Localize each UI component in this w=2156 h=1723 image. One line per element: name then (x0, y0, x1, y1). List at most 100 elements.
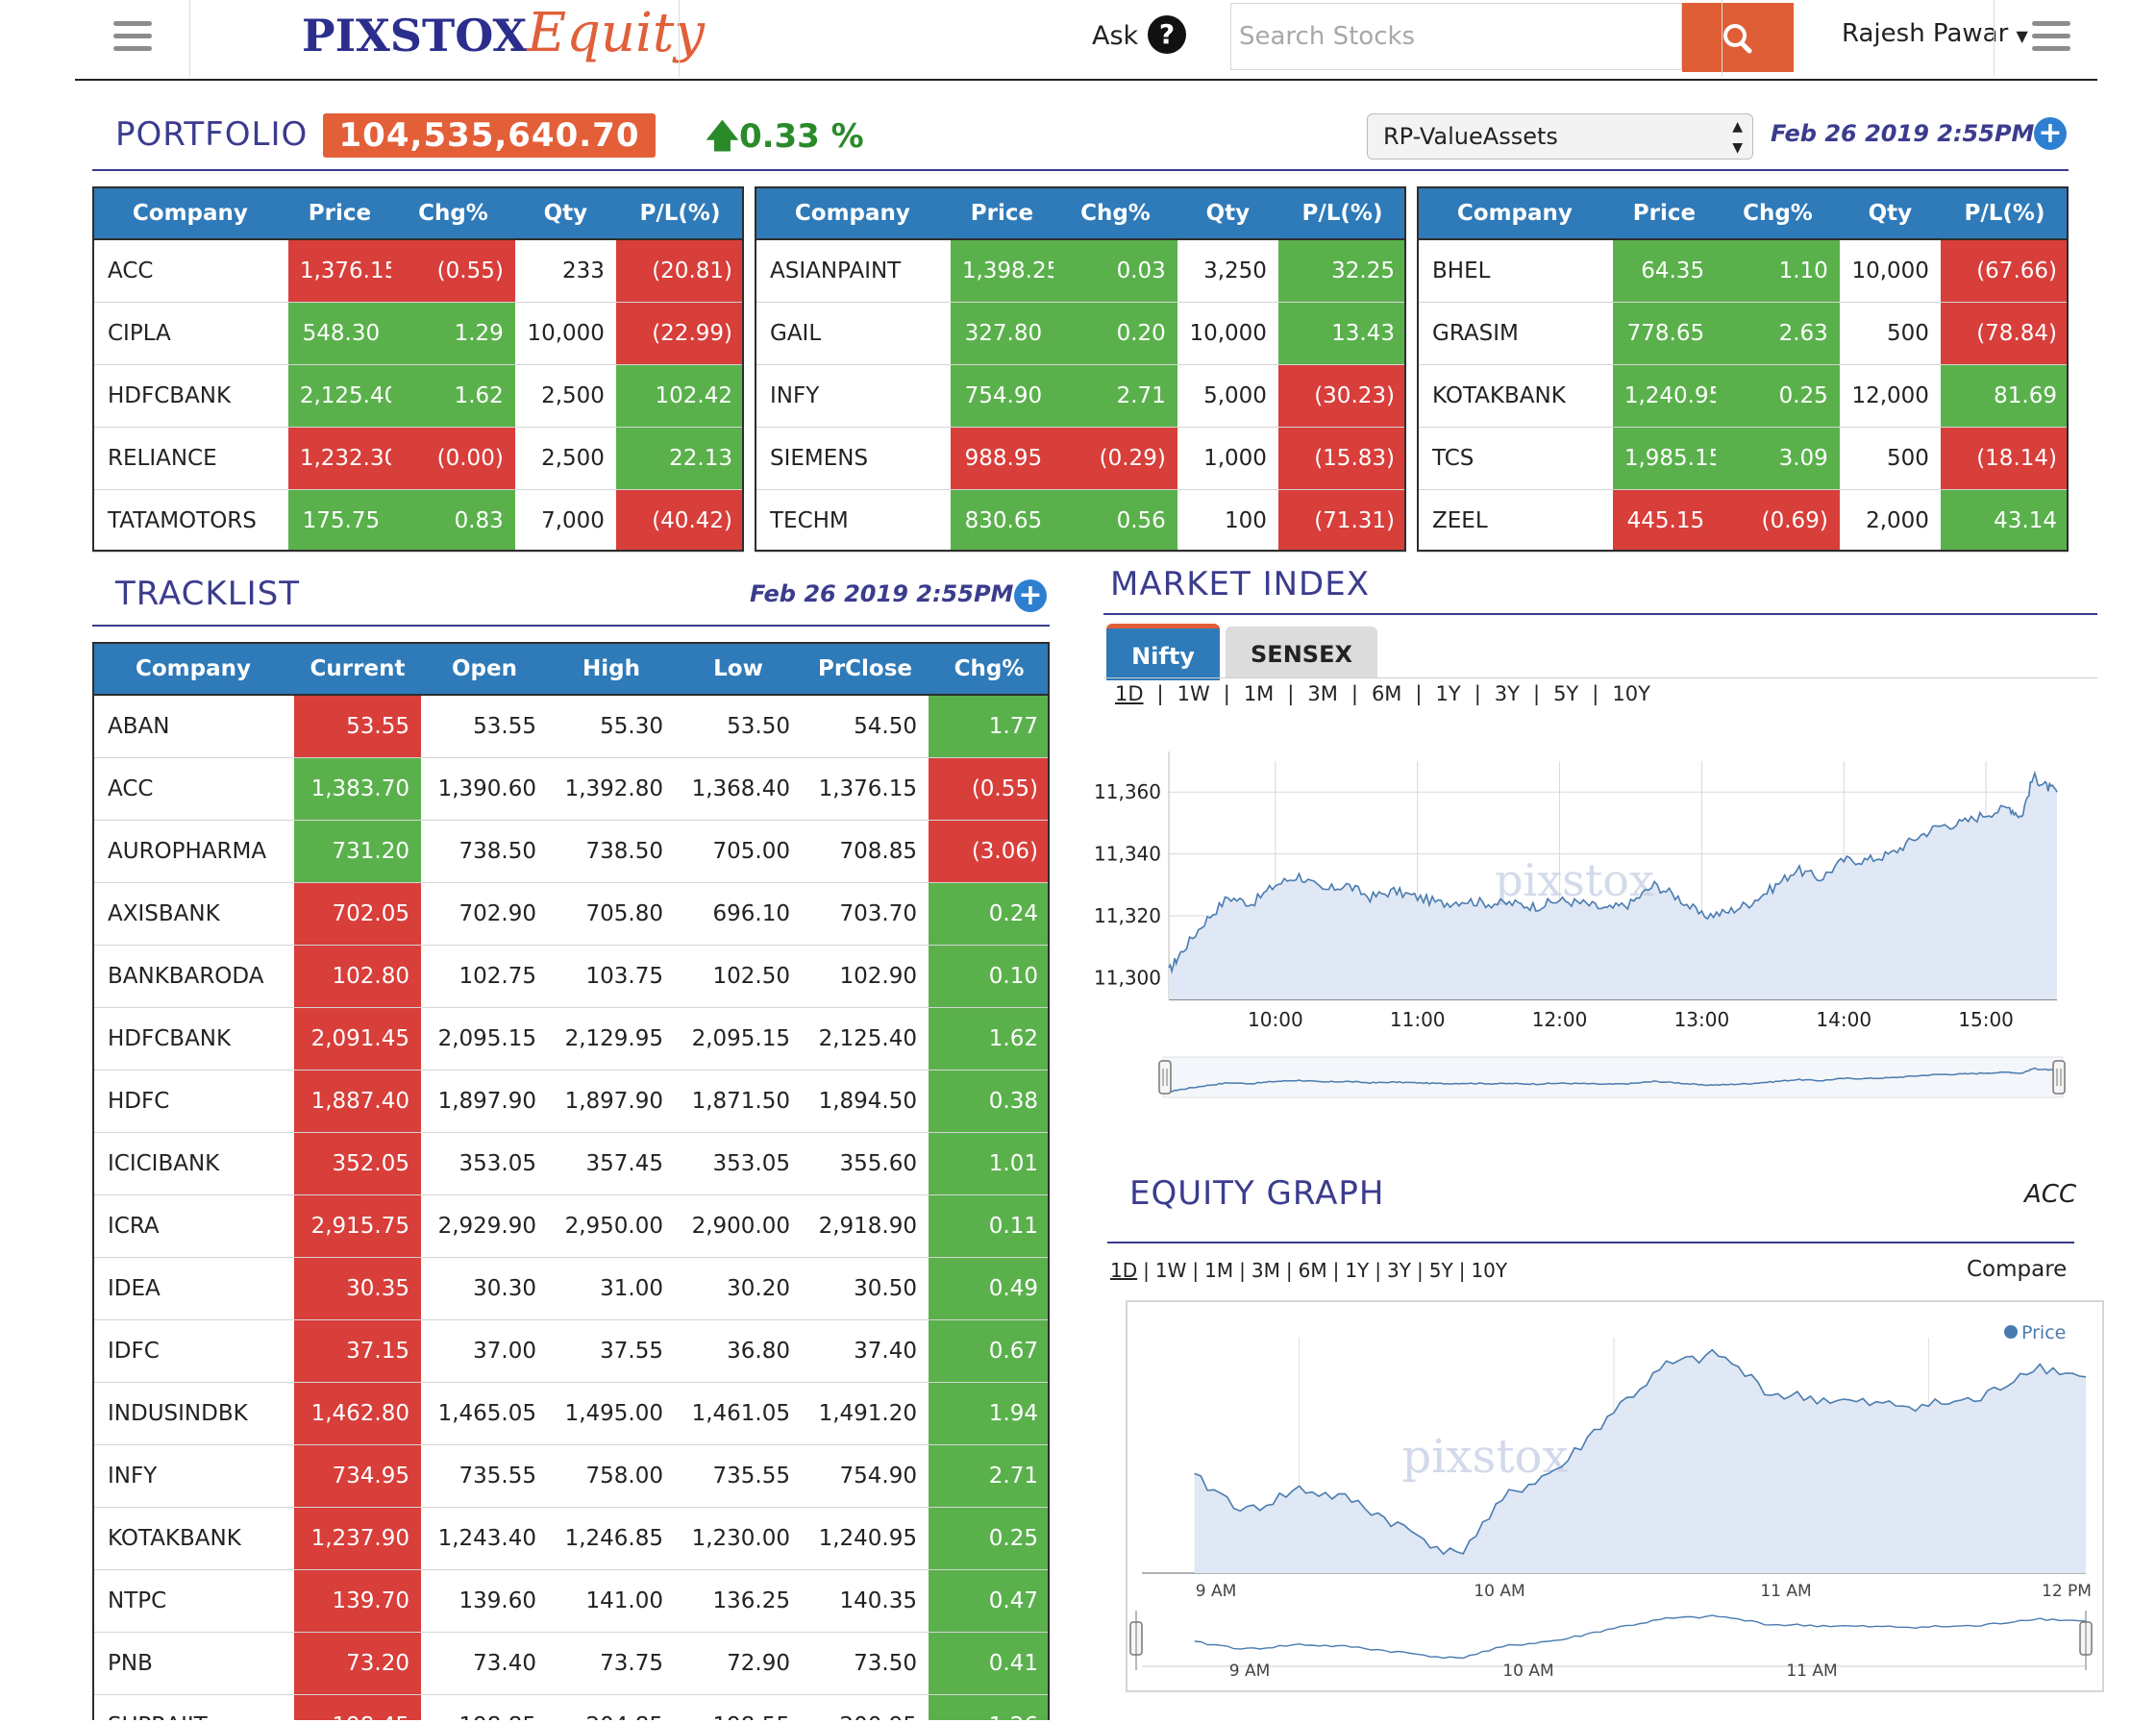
company-cell[interactable]: INFY (92, 1444, 294, 1508)
range-option-5y[interactable]: 5Y (1428, 1259, 1453, 1282)
company-cell[interactable]: GAIL (755, 302, 951, 365)
range-option-3m[interactable]: 3M (1251, 1259, 1280, 1282)
company-cell[interactable]: BANKBARODA (92, 945, 294, 1008)
table-row[interactable]: HDFCBANK 2,125.40 1.62 2,500 102.42 (92, 364, 744, 428)
secondary-menu-icon[interactable] (2032, 21, 2070, 51)
range-option-10y[interactable]: 10Y (1471, 1259, 1508, 1282)
table-row[interactable]: ICRA 2,915.75 2,929.90 2,950.00 2,900.00 2,91… (92, 1194, 1050, 1258)
table-row[interactable]: HDFC 1,887.40 1,897.90 1,897.90 1,871.50 1,89… (92, 1070, 1050, 1133)
company-cell[interactable]: IDFC (92, 1319, 294, 1383)
range-option-1w[interactable]: 1W (1154, 1259, 1187, 1282)
table-row[interactable]: ABAN 53.55 53.55 55.30 53.50 54.50 1.77 (92, 695, 1050, 758)
portfolio-select[interactable]: RP-ValueAssets ▲ ▼ (1367, 113, 1753, 160)
company-cell[interactable]: TECHM (755, 489, 951, 553)
tab-sensex[interactable]: SENSEX (1226, 627, 1377, 678)
column-header[interactable]: Qty (1839, 186, 1941, 240)
company-cell[interactable]: ICICIBANK (92, 1132, 294, 1195)
column-header[interactable]: P/L(%) (1940, 186, 2069, 240)
table-row[interactable]: RELIANCE 1,232.30 (0.00) 2,500 22.13 (92, 427, 744, 490)
column-header[interactable]: Price (1612, 186, 1717, 240)
table-row[interactable]: CIPLA 548.30 1.29 10,000 (22.99) (92, 302, 744, 365)
table-row[interactable]: INDUSINDBK 1,462.80 1,465.05 1,495.00 1,461.… (92, 1382, 1050, 1445)
table-row[interactable]: ZEEL 445.15 (0.69) 2,000 43.14 (1417, 489, 2069, 553)
table-row[interactable]: IDEA 30.35 30.30 31.00 30.20 30.50 0.49 (92, 1257, 1050, 1320)
company-cell[interactable]: HDFCBANK (92, 364, 288, 428)
search-button[interactable] (1682, 3, 1794, 72)
table-row[interactable]: BANKBARODA 102.80 102.75 103.75 102.50 102.90… (92, 945, 1050, 1008)
company-cell[interactable]: ACC (92, 239, 288, 303)
company-cell[interactable]: ZEEL (1417, 489, 1613, 553)
column-header[interactable]: Chg% (391, 186, 515, 240)
company-cell[interactable]: PNB (92, 1632, 294, 1695)
column-header[interactable]: Price (950, 186, 1054, 240)
table-row[interactable]: NTPC 139.70 139.60 141.00 136.25 140.35 0.47 (92, 1569, 1050, 1633)
column-header[interactable]: Current (294, 642, 421, 696)
company-cell[interactable]: ACC (92, 757, 294, 821)
table-row[interactable]: IDFC 37.15 37.00 37.55 36.80 37.40 0.67 (92, 1319, 1050, 1383)
range-option-3y[interactable]: 3Y (1494, 682, 1520, 705)
column-header[interactable]: High (548, 642, 675, 696)
column-header[interactable]: P/L(%) (1277, 186, 1406, 240)
company-cell[interactable]: KOTAKBANK (1417, 364, 1613, 428)
company-cell[interactable]: GRASIM (1417, 302, 1613, 365)
table-row[interactable]: INFY 734.95 735.55 758.00 735.55 754.90 2.71 (92, 1444, 1050, 1508)
range-option-1y[interactable]: 1Y (1435, 682, 1461, 705)
table-row[interactable]: SIEMENS 988.95 (0.29) 1,000 (15.83) (755, 427, 1406, 490)
navigator-handle[interactable] (1158, 1060, 1172, 1095)
company-cell[interactable]: CIPLA (92, 302, 288, 365)
range-option-6m[interactable]: 6M (1371, 682, 1402, 705)
tab-nifty[interactable]: Nifty (1106, 624, 1220, 680)
table-row[interactable]: BHEL 64.35 1.10 10,000 (67.66) (1417, 239, 2069, 303)
range-option-1w[interactable]: 1W (1177, 682, 1210, 705)
range-option-3y[interactable]: 3Y (1387, 1259, 1411, 1282)
range-option-1d[interactable]: 1D (1110, 1259, 1138, 1282)
company-cell[interactable]: BHEL (1417, 239, 1613, 303)
table-row[interactable]: INFY 754.90 2.71 5,000 (30.23) (755, 364, 1406, 428)
column-header[interactable]: Qty (514, 186, 616, 240)
company-cell[interactable]: RELIANCE (92, 427, 288, 490)
table-row[interactable]: KOTAKBANK 1,237.90 1,243.40 1,246.85 1,230.0… (92, 1507, 1050, 1570)
column-header[interactable]: Price (287, 186, 392, 240)
company-cell[interactable]: IDEA (92, 1257, 294, 1320)
company-cell[interactable]: TATAMOTORS (92, 489, 288, 553)
column-header[interactable]: P/L(%) (615, 186, 744, 240)
table-row[interactable]: HDFCBANK 2,091.45 2,095.15 2,129.95 2,095.15… (92, 1007, 1050, 1071)
company-cell[interactable]: NTPC (92, 1569, 294, 1633)
table-row[interactable]: KOTAKBANK 1,240.95 0.25 12,000 81.69 (1417, 364, 2069, 428)
column-header[interactable]: Qty (1177, 186, 1278, 240)
table-row[interactable]: SUPRAJIT198.45198.85204.85198.55200.951.… (92, 1694, 1050, 1720)
company-cell[interactable]: AXISBANK (92, 882, 294, 946)
column-header[interactable]: Company (1417, 186, 1613, 240)
compare-button[interactable]: Compare (1967, 1257, 2068, 1282)
company-cell[interactable]: HDFC (92, 1070, 294, 1133)
column-header[interactable]: Chg% (929, 642, 1050, 696)
range-option-5y[interactable]: 5Y (1553, 682, 1579, 705)
table-row[interactable]: AUROPHARMA 731.20 738.50 738.50 705.00 708.85… (92, 820, 1050, 883)
table-row[interactable]: ICICIBANK 352.05 353.05 357.45 353.05 355.60 1… (92, 1132, 1050, 1195)
range-option-1y[interactable]: 1Y (1345, 1259, 1370, 1282)
company-cell[interactable]: INDUSINDBK (92, 1382, 294, 1445)
column-header[interactable]: Chg% (1716, 186, 1840, 240)
pixstox-logo[interactable]: PIXSTOXEquity (302, 2, 705, 71)
company-cell[interactable]: HDFCBANK (92, 1007, 294, 1071)
table-row[interactable]: GRASIM 778.65 2.63 500 (78.84) (1417, 302, 2069, 365)
table-row[interactable]: TATAMOTORS 175.75 0.83 7,000 (40.42) (92, 489, 744, 553)
company-cell[interactable]: SUPRAJIT (92, 1694, 294, 1720)
column-header[interactable]: Company (92, 186, 288, 240)
ask-link[interactable]: Ask (1092, 21, 1139, 51)
range-option-3m[interactable]: 3M (1307, 682, 1338, 705)
add-portfolio-icon[interactable]: + (2034, 117, 2067, 150)
column-header[interactable]: Open (421, 642, 548, 696)
company-cell[interactable]: TCS (1417, 427, 1613, 490)
table-row[interactable]: TCS 1,985.15 3.09 500 (18.14) (1417, 427, 2069, 490)
company-cell[interactable]: KOTAKBANK (92, 1507, 294, 1570)
company-cell[interactable]: SIEMENS (755, 427, 951, 490)
range-option-6m[interactable]: 6M (1298, 1259, 1327, 1282)
company-cell[interactable]: AUROPHARMA (92, 820, 294, 883)
table-row[interactable]: PNB 73.20 73.40 73.75 72.90 73.50 0.41 (92, 1632, 1050, 1695)
range-option-1d[interactable]: 1D (1115, 682, 1144, 705)
question-circle-icon[interactable]: ? (1148, 15, 1186, 54)
table-row[interactable]: ACC 1,376.15 (0.55) 233 (20.81) (92, 239, 744, 303)
column-header[interactable]: Company (755, 186, 951, 240)
column-header[interactable]: Chg% (1053, 186, 1177, 240)
